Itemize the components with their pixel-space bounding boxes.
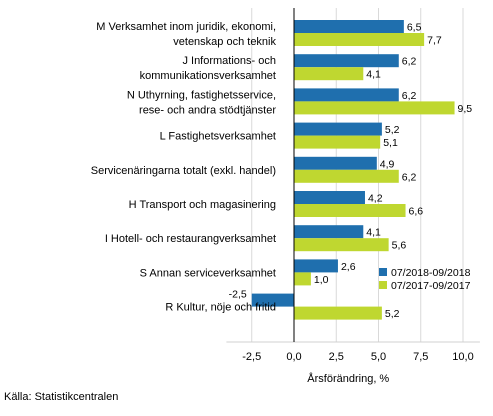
category-label: M Verksamhet inom juridik, ekonomi,: [96, 21, 276, 33]
x-tick-label: 0,0: [286, 351, 301, 363]
x-axis-title: Årsförändring, %: [307, 372, 389, 385]
bar-series-2: [294, 272, 311, 286]
legend-label: 07/2017-09/2017: [391, 280, 471, 292]
bar-series-1: [294, 259, 338, 273]
value-label: 4,9: [380, 158, 395, 170]
category-label: J Informations- och: [182, 55, 276, 67]
bar-series-2: [294, 101, 455, 115]
legend-label: 07/2018-09/2018: [391, 267, 471, 279]
x-tick-label: 2,5: [329, 351, 344, 363]
value-label: 5,2: [385, 124, 400, 136]
bar-series-1: [294, 156, 377, 170]
value-label: -2,5: [229, 289, 247, 301]
bar-series-1: [294, 88, 399, 102]
bar-series-2: [294, 67, 364, 81]
category-label: vetenskap och teknik: [173, 36, 276, 48]
category-label: kommunikationsverksamhet: [140, 70, 276, 82]
value-label: 6,5: [407, 22, 422, 34]
category-label: rese- och andra stödtjänster: [139, 104, 276, 116]
bar-series-1: [294, 54, 399, 68]
category-label: H Transport och magasinering: [129, 199, 276, 211]
category-label: R Kultur, nöje och fritid: [165, 302, 276, 314]
bar-series-1: [251, 293, 294, 307]
bar-series-1: [294, 225, 364, 239]
value-label: 9,5: [458, 103, 473, 115]
category-label: I Hotell- och restaurangverksamhet: [105, 233, 276, 245]
value-label: 6,2: [402, 171, 417, 183]
value-label: 6,6: [409, 206, 424, 218]
value-label: 5,2: [385, 308, 400, 320]
bars: [251, 20, 455, 320]
value-label: 4,1: [366, 69, 381, 81]
bar-series-2: [294, 169, 399, 183]
x-tick-label: -2,5: [242, 351, 261, 363]
value-label: 5,1: [383, 137, 398, 149]
bar-series-2: [294, 33, 425, 46]
value-label: 6,2: [402, 56, 417, 68]
bar-series-1: [294, 20, 404, 33]
x-tick-label: 5,0: [371, 351, 386, 363]
legend-swatch: [379, 268, 387, 276]
bar-series-2: [294, 238, 389, 252]
bar-series-2: [294, 135, 381, 149]
value-label: 2,6: [341, 261, 356, 273]
source-note: Källa: Statistikcentralen: [4, 391, 119, 403]
value-labels: 6,57,76,24,16,29,55,25,14,96,24,26,64,15…: [229, 22, 473, 321]
bar-series-1: [294, 191, 365, 204]
x-tick-label: 7,5: [413, 351, 428, 363]
value-label: 4,2: [368, 193, 383, 205]
bar-series-1: [294, 122, 382, 136]
value-label: 7,7: [427, 35, 442, 47]
x-tick-label: 10,0: [452, 351, 473, 363]
value-label: 5,6: [392, 240, 407, 252]
value-label: 6,2: [402, 90, 417, 102]
category-label: N Uthyrning, fastighetsservice,: [127, 89, 276, 101]
value-label: 4,1: [366, 227, 381, 239]
bar-series-2: [294, 204, 406, 217]
x-tick-labels: -2,5 0,0 2,5 5,0 7,5 10,0: [242, 351, 473, 363]
category-label: S Annan serviceverksamhet: [140, 267, 276, 279]
category-labels: M Verksamhet inom juridik, ekonomi, veten…: [91, 21, 277, 314]
category-label: Servicenäringarna totalt (exkl. handel): [91, 165, 276, 177]
value-label: 1,0: [314, 274, 329, 286]
bar-series-2: [294, 306, 382, 320]
category-label: L Fastighetsverksamhet: [160, 131, 276, 143]
legend-swatch: [379, 281, 387, 289]
